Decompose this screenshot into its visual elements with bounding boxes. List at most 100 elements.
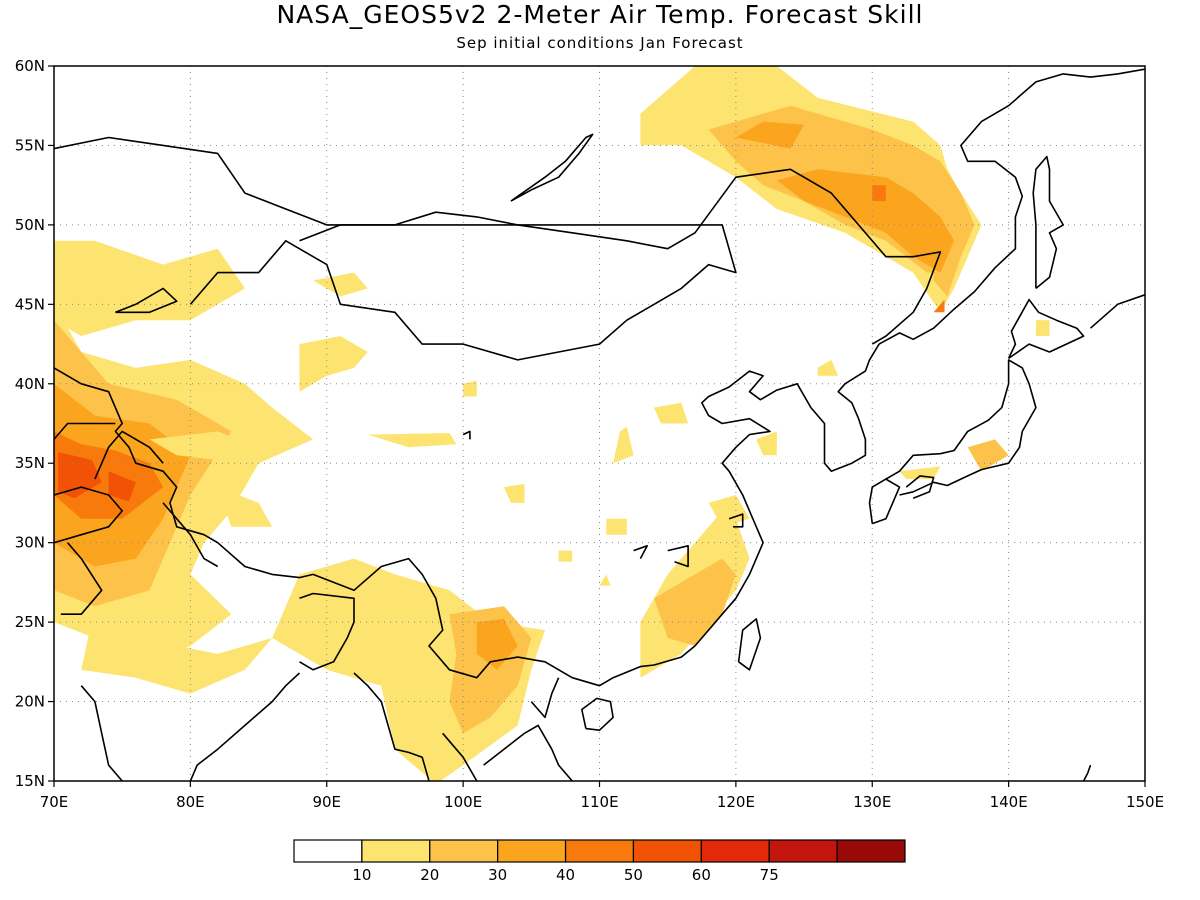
coastline-30 — [1082, 764, 1092, 781]
lat-tick-label: 25N — [15, 613, 45, 631]
coastline-15 — [571, 343, 880, 687]
skill-region-4 — [54, 431, 164, 519]
colorbar-swatch — [361, 839, 431, 863]
coastline-26 — [115, 287, 178, 314]
colorbar: 10 20 30 40 50 60 75 — [293, 839, 906, 884]
lat-tick-label: 60N — [15, 57, 45, 75]
coastline-17 — [737, 618, 762, 671]
colorbar-swatch — [836, 839, 906, 863]
coastline-13 — [483, 724, 573, 781]
lon-tick-label: 130E — [853, 793, 891, 811]
skill-region-14 — [313, 272, 368, 297]
page-title: NASA_GEOS5v2 2-Meter Air Temp. Forecast … — [276, 0, 924, 29]
coastline-4 — [54, 486, 123, 544]
skill-region-29 — [735, 121, 805, 149]
skill-region-11 — [299, 336, 368, 392]
lon-tick-label: 150E — [1126, 793, 1164, 811]
axis-ticks: 70E 80E 90E 100E 110E 120E 130E 140E 150E 15N 20N 2… — [15, 57, 1164, 811]
skill-region-31 — [872, 185, 886, 202]
coastline-18 — [868, 478, 901, 525]
skill-region-18 — [613, 426, 634, 464]
skill-region-12 — [149, 431, 259, 464]
coastline-31 — [462, 430, 471, 440]
skill-region-13 — [217, 487, 273, 527]
skill-region-17 — [463, 380, 477, 397]
skill-region-15 — [367, 433, 457, 448]
lon-tick-label: 110E — [580, 793, 618, 811]
coastline-6 — [60, 542, 103, 616]
colorbar-swatch — [497, 839, 567, 863]
skill-region-20 — [606, 518, 627, 535]
coastline-8 — [299, 592, 355, 671]
coastline-19 — [885, 359, 1037, 496]
lon-tick-label: 120E — [717, 793, 755, 811]
skill-region-22 — [599, 574, 611, 586]
skill-region-26 — [756, 431, 777, 456]
coastline-11 — [189, 672, 301, 781]
coastline-2 — [54, 367, 573, 679]
skill-region-30 — [776, 169, 955, 273]
lat-tick-label: 45N — [15, 295, 45, 313]
colorbar-label: 10 — [352, 866, 371, 884]
colorbar-label: 40 — [556, 866, 575, 884]
lon-tick-label: 100E — [444, 793, 482, 811]
coastline-16 — [580, 697, 614, 732]
coastline-21 — [1007, 298, 1085, 360]
colorbar-label: 20 — [420, 866, 439, 884]
page-subtitle: Sep initial conditions Jan Forecast — [456, 34, 744, 52]
lon-tick-label: 70E — [40, 793, 69, 811]
skill-shading-layer — [54, 66, 1050, 781]
lon-tick-label: 80E — [176, 793, 205, 811]
lon-tick-label: 90E — [312, 793, 341, 811]
skill-region-6 — [108, 471, 136, 502]
coastline-5 — [54, 422, 116, 440]
skill-region-0 — [54, 240, 245, 337]
lat-tick-label: 15N — [15, 772, 45, 790]
skill-region-34 — [1035, 320, 1050, 337]
lat-tick-label: 20N — [15, 693, 45, 711]
coastline-10 — [80, 685, 123, 781]
coastline-7 — [162, 502, 219, 568]
colorbar-swatch — [768, 839, 838, 863]
coastline-12 — [442, 732, 478, 781]
lat-tick-label: 50N — [15, 216, 45, 234]
colorbar-swatch — [564, 839, 635, 863]
coastline-14 — [530, 677, 560, 719]
coastline-24 — [1089, 294, 1145, 329]
colorbar-swatch — [700, 839, 770, 863]
lat-tick-label: 55N — [15, 136, 45, 154]
lat-tick-label: 35N — [15, 454, 45, 472]
lat-tick-label: 40N — [15, 375, 45, 393]
coastline-1 — [189, 211, 737, 361]
colorbar-swatch — [429, 839, 499, 863]
coastline-3 — [94, 430, 164, 480]
coastline-22 — [1032, 155, 1064, 290]
skill-region-37 — [817, 359, 839, 376]
coastline-9 — [353, 672, 430, 781]
coastline-25 — [510, 133, 594, 202]
coastline-20 — [905, 475, 935, 499]
skill-region-7 — [81, 606, 273, 694]
coastline-23 — [878, 68, 1145, 345]
colorbar-swatch — [632, 839, 702, 863]
lat-tick-label: 30N — [15, 534, 45, 552]
skill-region-19 — [504, 483, 525, 503]
coastlines — [54, 68, 1145, 781]
skill-region-21 — [558, 550, 573, 562]
colorbar-label: 50 — [624, 866, 643, 884]
lon-tick-label: 140E — [990, 793, 1028, 811]
skill-region-35 — [967, 439, 1009, 472]
skill-region-10 — [476, 618, 518, 670]
coastline-28 — [633, 544, 649, 559]
skill-region-24 — [654, 558, 736, 646]
skill-region-32 — [933, 299, 945, 313]
skill-region-25 — [708, 495, 750, 527]
coastline-27 — [667, 544, 689, 568]
skill-region-16 — [654, 402, 689, 424]
colorbar-swatch — [293, 839, 363, 863]
colorbar-label: 75 — [760, 866, 779, 884]
coastline-29 — [728, 513, 744, 528]
colorbar-label: 30 — [488, 866, 507, 884]
skill-region-36 — [899, 466, 941, 480]
